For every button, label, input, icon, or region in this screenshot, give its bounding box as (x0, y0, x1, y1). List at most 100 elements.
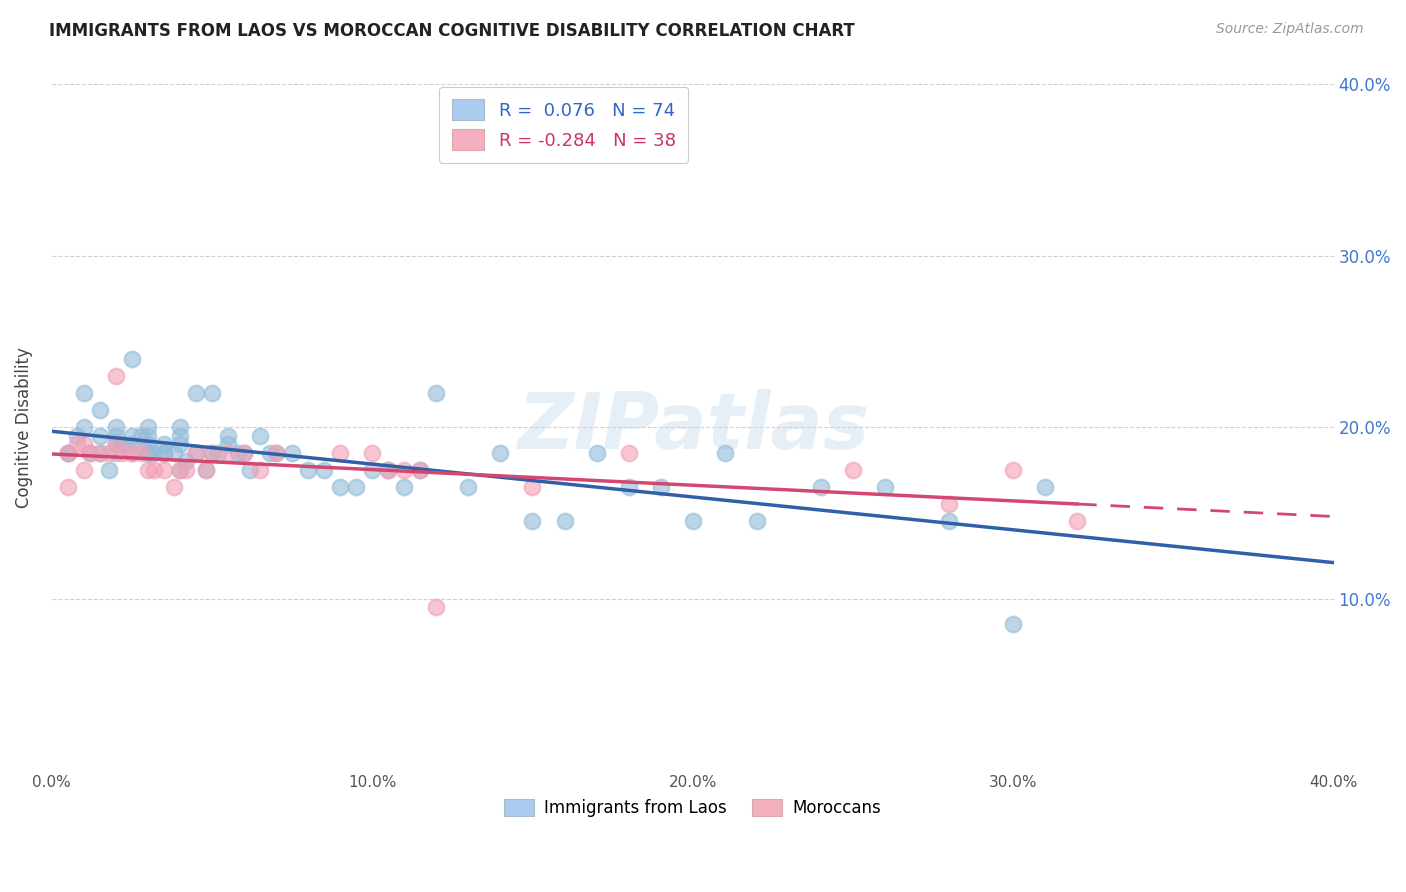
Point (201, 446, 224, 460)
Point (153, 437, 176, 451)
Point (136, 463, 159, 477)
Point (121, 351, 143, 366)
Point (425, 386, 447, 401)
Point (217, 429, 239, 443)
Point (98, 463, 121, 477)
Point (162, 446, 184, 460)
Text: IMMIGRANTS FROM LAOS VS MOROCCAN COGNITIVE DISABILITY CORRELATION CHART: IMMIGRANTS FROM LAOS VS MOROCCAN COGNITI… (49, 22, 855, 40)
Point (131, 446, 153, 460)
Point (249, 463, 271, 477)
Point (281, 446, 304, 460)
Point (136, 446, 159, 460)
Point (153, 463, 176, 477)
Point (143, 463, 166, 477)
Point (361, 446, 384, 460)
Point (810, 480, 832, 494)
Point (522, 480, 544, 494)
Y-axis label: Cognitive Disability: Cognitive Disability (15, 347, 32, 508)
Point (457, 480, 479, 494)
Point (136, 429, 159, 443)
Point (194, 463, 217, 477)
Point (73, 437, 96, 451)
Point (89, 446, 111, 460)
Point (713, 446, 735, 460)
Point (617, 480, 640, 494)
Point (264, 446, 287, 460)
Point (169, 420, 191, 434)
Point (169, 429, 191, 443)
Point (104, 437, 127, 451)
Point (136, 446, 159, 460)
Point (89, 429, 111, 443)
Point (184, 446, 207, 460)
Point (104, 429, 127, 443)
Point (184, 386, 207, 401)
Point (89, 403, 111, 417)
Point (79, 446, 101, 460)
Point (329, 480, 352, 494)
Point (73, 386, 96, 401)
Point (121, 437, 143, 451)
Point (143, 446, 166, 460)
Point (226, 446, 249, 460)
Point (553, 515, 575, 529)
Point (1066, 515, 1088, 529)
Point (207, 446, 229, 460)
Point (264, 446, 287, 460)
Point (314, 463, 336, 477)
Text: ZIPatlas: ZIPatlas (516, 389, 869, 466)
Point (104, 420, 127, 434)
Point (104, 446, 127, 460)
Point (66, 437, 89, 451)
Point (377, 463, 399, 477)
Point (111, 446, 134, 460)
Point (344, 480, 367, 494)
Point (489, 446, 512, 460)
Point (111, 437, 134, 451)
Point (650, 480, 672, 494)
Point (394, 480, 416, 494)
Point (217, 437, 239, 451)
Point (79, 446, 101, 460)
Point (153, 446, 176, 460)
Point (233, 446, 256, 460)
Point (176, 463, 198, 477)
Point (169, 463, 191, 477)
Point (394, 463, 416, 477)
Point (169, 437, 191, 451)
Point (56, 446, 79, 460)
Point (104, 437, 127, 451)
Point (409, 463, 432, 477)
Point (239, 463, 262, 477)
Point (73, 420, 96, 434)
Point (329, 446, 352, 460)
Point (121, 429, 143, 443)
Point (121, 446, 143, 460)
Point (617, 446, 640, 460)
Point (297, 463, 319, 477)
Point (233, 446, 256, 460)
Legend: Immigrants from Laos, Moroccans: Immigrants from Laos, Moroccans (498, 792, 887, 823)
Point (104, 368, 127, 383)
Point (184, 446, 207, 460)
Point (136, 437, 159, 451)
Point (136, 420, 159, 434)
Point (1033, 480, 1056, 494)
Point (842, 463, 865, 477)
Point (1002, 617, 1025, 632)
Point (98, 446, 121, 460)
Point (201, 446, 224, 460)
Point (1002, 463, 1025, 477)
Point (259, 446, 281, 460)
Point (249, 429, 271, 443)
Point (409, 463, 432, 477)
Point (361, 463, 384, 477)
Point (176, 454, 198, 468)
Point (162, 480, 184, 494)
Point (682, 515, 704, 529)
Point (522, 515, 544, 529)
Point (377, 463, 399, 477)
Point (201, 386, 224, 401)
Text: Source: ZipAtlas.com: Source: ZipAtlas.com (1216, 22, 1364, 37)
Point (131, 429, 153, 443)
